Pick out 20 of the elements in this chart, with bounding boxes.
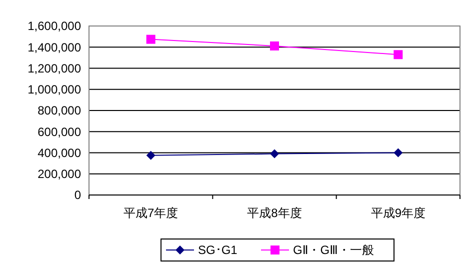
y-tick-label: 1,600,000: [28, 19, 82, 34]
legend-label: GⅡ・GⅢ・一般: [293, 243, 374, 258]
y-tick-label: 800,000: [38, 104, 82, 118]
legend-label: SG･G1: [198, 243, 238, 258]
y-tick-label: 400,000: [38, 146, 82, 160]
x-tick-label: 平成7年度: [123, 206, 178, 220]
y-tick-label: 600,000: [38, 124, 82, 139]
y-tick-label: 1,400,000: [28, 40, 82, 54]
y-tick-label: 1,000,000: [28, 82, 82, 97]
point: [394, 50, 403, 60]
x-tick-label: 平成8年度: [247, 206, 302, 220]
point: [270, 149, 279, 158]
y-tick-label: 200,000: [38, 167, 82, 182]
point: [146, 150, 156, 160]
point: [270, 41, 279, 50]
point: [146, 34, 156, 44]
point: [394, 148, 403, 158]
y-tick-label: 1,200,000: [28, 61, 82, 76]
x-tick-label: 平成9年度: [370, 206, 426, 220]
y-tick-label: 0: [74, 188, 82, 202]
